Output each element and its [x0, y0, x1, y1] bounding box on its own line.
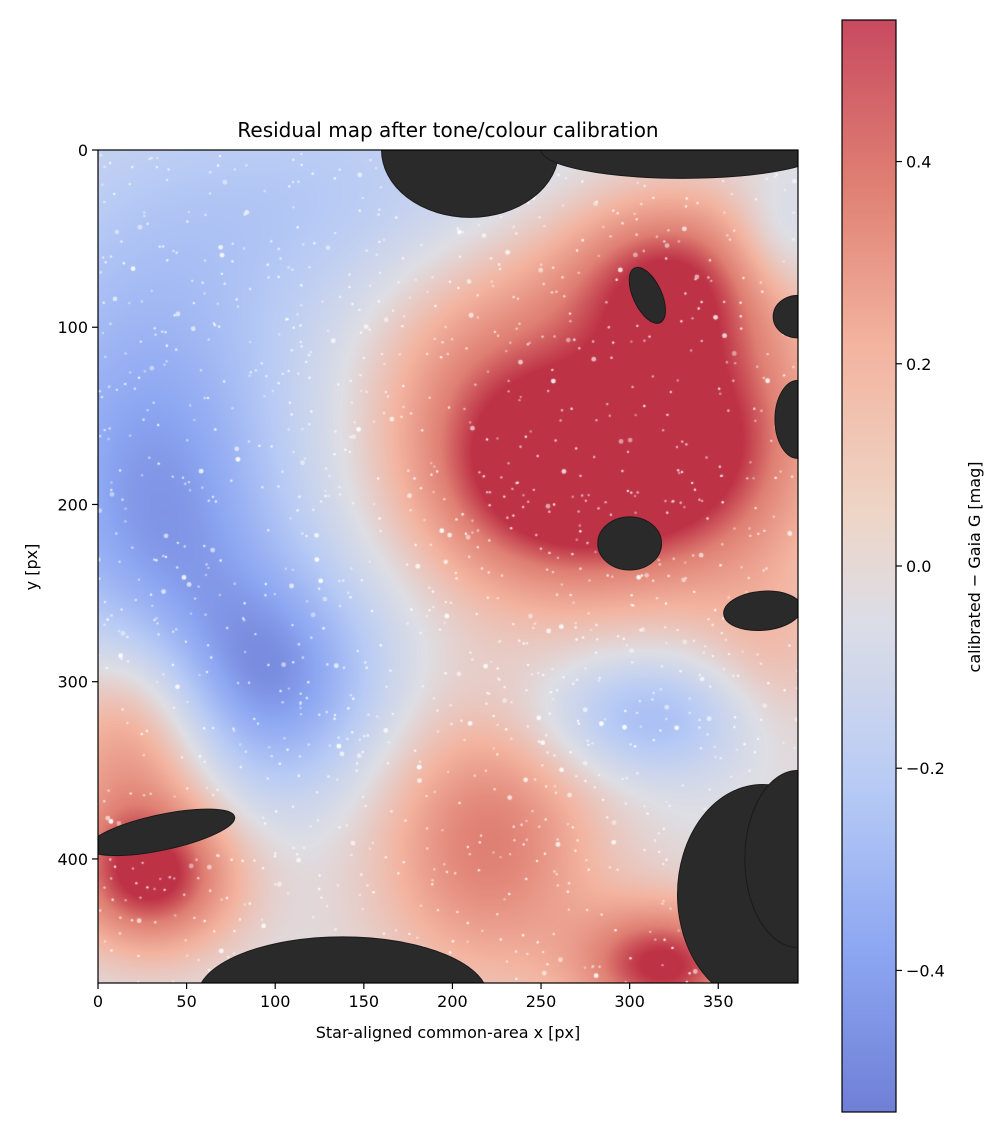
colorbar-tick-label: 0.4: [906, 153, 931, 172]
plot-area: [98, 150, 798, 983]
y-tick-label: 0: [78, 141, 88, 160]
colorbar-tick-label: 0.0: [906, 557, 931, 576]
plot-frame: [97, 149, 799, 984]
y-axis: 0 100 200 300 400: [57, 141, 98, 869]
colorbar-gradient: [841, 19, 897, 1113]
x-tick-label: 50: [176, 992, 196, 1011]
x-axis: 0 50 100 150 200 250 300 350: [93, 983, 734, 1011]
masked-regions: [98, 150, 798, 983]
y-tick-label: 400: [57, 850, 88, 869]
y-tick-label: 200: [57, 495, 88, 514]
y-tick-label: 300: [57, 673, 88, 692]
chart-title: Residual map after tone/colour calibrati…: [237, 118, 658, 142]
masked-region: [774, 379, 798, 459]
colorbar-ticks: 0.4 0.2 0.0 −0.2 −0.4: [896, 153, 945, 980]
masked-region: [98, 808, 236, 857]
x-tick-label: 250: [526, 992, 557, 1011]
masked-region: [597, 516, 663, 571]
x-tick-label: 350: [703, 992, 734, 1011]
colorbar-tick-label: −0.2: [906, 759, 945, 778]
colorbar: 0.4 0.2 0.0 −0.2 −0.4 calibrated − Gaia G [m…: [841, 19, 984, 1113]
masked-region: [723, 590, 798, 632]
masked-region: [381, 150, 560, 218]
y-tick-label: 100: [57, 318, 88, 337]
masked-region: [628, 266, 666, 324]
x-tick-label: 0: [93, 992, 103, 1011]
colorbar-tick-label: 0.2: [906, 355, 931, 374]
x-tick-label: 150: [349, 992, 380, 1011]
y-axis-label: y [px]: [22, 544, 41, 591]
colorbar-label: calibrated − Gaia G [mag]: [965, 462, 984, 673]
masked-region: [744, 769, 798, 949]
masked-region: [200, 936, 485, 983]
x-axis-label: Star-aligned common-area x [px]: [316, 1023, 581, 1042]
masked-region: [772, 294, 798, 339]
residual-heatmap: [98, 150, 798, 983]
x-tick-label: 200: [437, 992, 468, 1011]
colorbar-tick-label: −0.4: [906, 961, 945, 980]
x-tick-label: 300: [614, 992, 645, 1011]
x-tick-label: 100: [260, 992, 291, 1011]
